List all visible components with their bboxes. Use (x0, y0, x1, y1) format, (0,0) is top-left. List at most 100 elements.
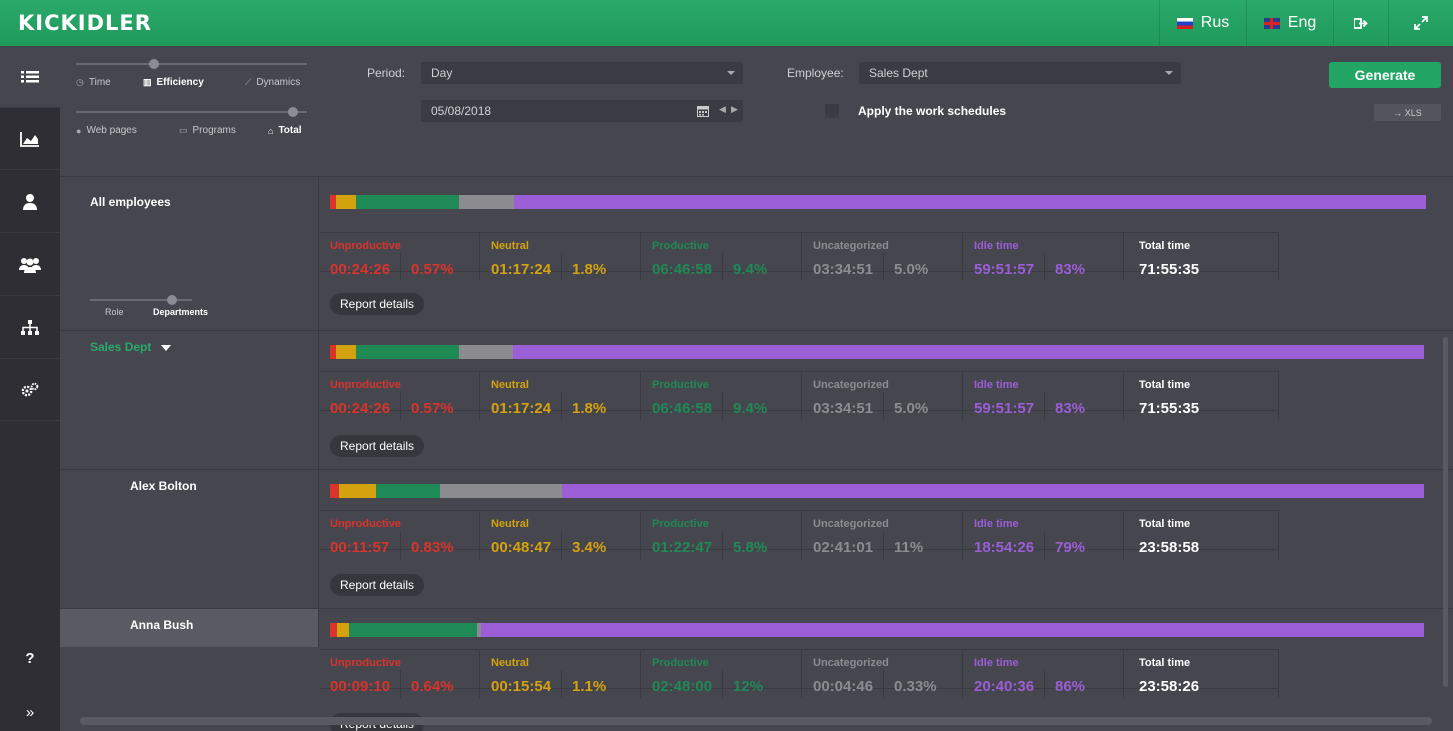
stat-pct-neutral: 3.4% (572, 539, 607, 556)
sidebar-item-structure[interactable] (0, 297, 60, 359)
stat-pct-uncategorized: 0.33% (894, 678, 937, 695)
report-details-button[interactable]: Report details (330, 435, 425, 457)
source-slider-track[interactable] (76, 111, 307, 113)
stat-cell-neutral: Neutral 00:15:54 1.1% (480, 650, 641, 698)
stat-pct-neutral: 1.8% (572, 261, 607, 278)
cell-divider (400, 531, 401, 559)
calendar-icon[interactable] (697, 105, 709, 117)
bar-segment-unproductive (330, 195, 337, 209)
gears-icon (21, 382, 39, 396)
globe-icon: ● (76, 125, 82, 136)
divider (60, 608, 1453, 609)
app-logo[interactable]: KICKIDLER (18, 11, 152, 35)
prev-day-icon[interactable]: ◀ (719, 104, 726, 114)
stat-pct-unproductive: 0.57% (411, 400, 454, 417)
stat-time-idle: 20:40:36 (974, 678, 1035, 695)
stat-time-productive: 06:46:58 (652, 261, 713, 278)
vertical-scrollbar[interactable] (1443, 337, 1448, 687)
bar-segment-idle (480, 623, 1424, 637)
bar-chart-icon: ▥ (143, 77, 152, 87)
list-icon (21, 70, 39, 82)
help-button[interactable]: ? (25, 649, 35, 667)
lang-ru-button[interactable]: Rus (1159, 0, 1246, 46)
sidebar-item-reports[interactable] (0, 46, 60, 108)
stat-pct-productive: 12% (733, 678, 764, 695)
report-details-button[interactable]: Report details (330, 293, 425, 315)
cell-divider (883, 531, 884, 559)
caret-down-icon[interactable] (160, 344, 171, 351)
stat-cell-uncategorized: Uncategorized 03:34:51 5.0% (802, 372, 963, 420)
expand-sidebar-button[interactable]: » (25, 703, 35, 721)
fullscreen-button[interactable] (1388, 0, 1453, 46)
employee-select[interactable]: Sales Dept (859, 62, 1181, 84)
bar-segment-productive (376, 484, 440, 498)
stat-pct-uncategorized: 5.0% (894, 261, 929, 278)
bar-segment-productive (355, 345, 459, 359)
sidebar-item-employees[interactable] (0, 234, 60, 296)
option-programs[interactable]: ▭ Programs (179, 125, 236, 136)
next-day-icon[interactable]: ▶ (731, 104, 738, 114)
apply-schedules-label: Apply the work schedules (858, 104, 1007, 118)
view-slider-track[interactable] (76, 63, 307, 65)
stat-pct-unproductive: 0.64% (411, 678, 454, 695)
bar-segment-uncategorized (458, 345, 514, 359)
grouping-slider-track[interactable] (90, 299, 192, 301)
row-name-alex-bolton[interactable]: Alex Bolton (130, 479, 197, 493)
view-slider-knob[interactable] (149, 59, 159, 69)
stat-cell-productive: Productive 01:22:47 5.8% (641, 511, 802, 559)
stats-row: Unproductive 00:24:26 0.57% Neutral 01:17:24… (319, 371, 1279, 420)
stat-time-uncategorized: 02:41:01 (813, 539, 874, 556)
stat-cell-idle: Idle time 59:51:57 83% (963, 233, 1124, 281)
period-select[interactable]: Day (421, 62, 743, 84)
source-slider-knob[interactable] (288, 107, 298, 117)
grouping-role[interactable]: Role (105, 307, 124, 317)
stat-label-neutral: Neutral (491, 240, 529, 252)
option-dynamics[interactable]: ⟋ Dynamics (245, 77, 300, 88)
stat-cell-uncategorized: Uncategorized 02:41:01 11% (802, 511, 963, 559)
row-name-anna-bush[interactable]: Anna Bush (130, 618, 194, 632)
stat-pct-idle: 79% (1055, 539, 1086, 556)
cell-divider (561, 670, 562, 698)
generate-button[interactable]: Generate (1329, 62, 1441, 88)
department-name: Sales Dept (90, 340, 152, 354)
stat-label-productive: Productive (652, 240, 709, 252)
stat-time-unproductive: 00:09:10 (330, 678, 391, 695)
sidebar-item-employee[interactable] (0, 171, 60, 233)
row-name-cell (60, 176, 319, 330)
row-name-cell (60, 470, 319, 608)
option-total-label: Total (278, 125, 302, 136)
row-name-sales-dept[interactable]: Sales Dept (90, 340, 171, 354)
cell-divider (561, 531, 562, 559)
option-efficiency[interactable]: ▥ Efficiency (143, 77, 204, 88)
stat-label-uncategorized: Uncategorized (813, 518, 889, 530)
stat-cell-neutral: Neutral 01:17:24 1.8% (480, 233, 641, 281)
stat-time-unproductive: 00:24:26 (330, 261, 391, 278)
export-xls-button[interactable]: → XLS (1374, 104, 1441, 121)
stat-cell-uncategorized: Uncategorized 00:04:46 0.33% (802, 650, 963, 698)
horizontal-scrollbar[interactable] (80, 717, 1432, 725)
option-web-pages-label: Web pages (86, 125, 137, 136)
grouping-slider-knob[interactable] (167, 295, 177, 305)
date-input[interactable]: 05/08/2018 ◀ ▶ (421, 100, 743, 122)
stat-pct-idle: 83% (1055, 400, 1086, 417)
option-time[interactable]: ◷ Time (76, 77, 111, 88)
stat-pct-idle: 86% (1055, 678, 1086, 695)
option-total[interactable]: ⌂ Total (268, 125, 302, 136)
stat-cell-productive: Productive 02:48:00 12% (641, 650, 802, 698)
sidebar-item-charts[interactable] (0, 108, 60, 170)
row-name-all-employees[interactable]: All employees (90, 195, 171, 209)
stat-cell-total: Total time 71:55:35 (1124, 372, 1279, 420)
stat-cell-unproductive: Unproductive 00:24:26 0.57% (319, 372, 480, 420)
lang-en-label: Eng (1287, 14, 1317, 31)
logout-button[interactable] (1333, 0, 1388, 46)
report-details-button[interactable]: Report details (330, 574, 425, 596)
grouping-departments[interactable]: Departments (153, 307, 209, 317)
stats-row: Unproductive 00:09:10 0.64% Neutral 00:15:54… (319, 649, 1279, 698)
bar-segment-neutral (339, 484, 377, 498)
sidebar-item-settings[interactable] (0, 359, 60, 421)
option-web-pages[interactable]: ● Web pages (76, 125, 137, 136)
apply-schedules-checkbox[interactable] (825, 104, 839, 118)
stat-pct-productive: 9.4% (733, 261, 768, 278)
bar-segment-uncategorized (458, 195, 514, 209)
lang-en-button[interactable]: Eng (1246, 0, 1333, 46)
